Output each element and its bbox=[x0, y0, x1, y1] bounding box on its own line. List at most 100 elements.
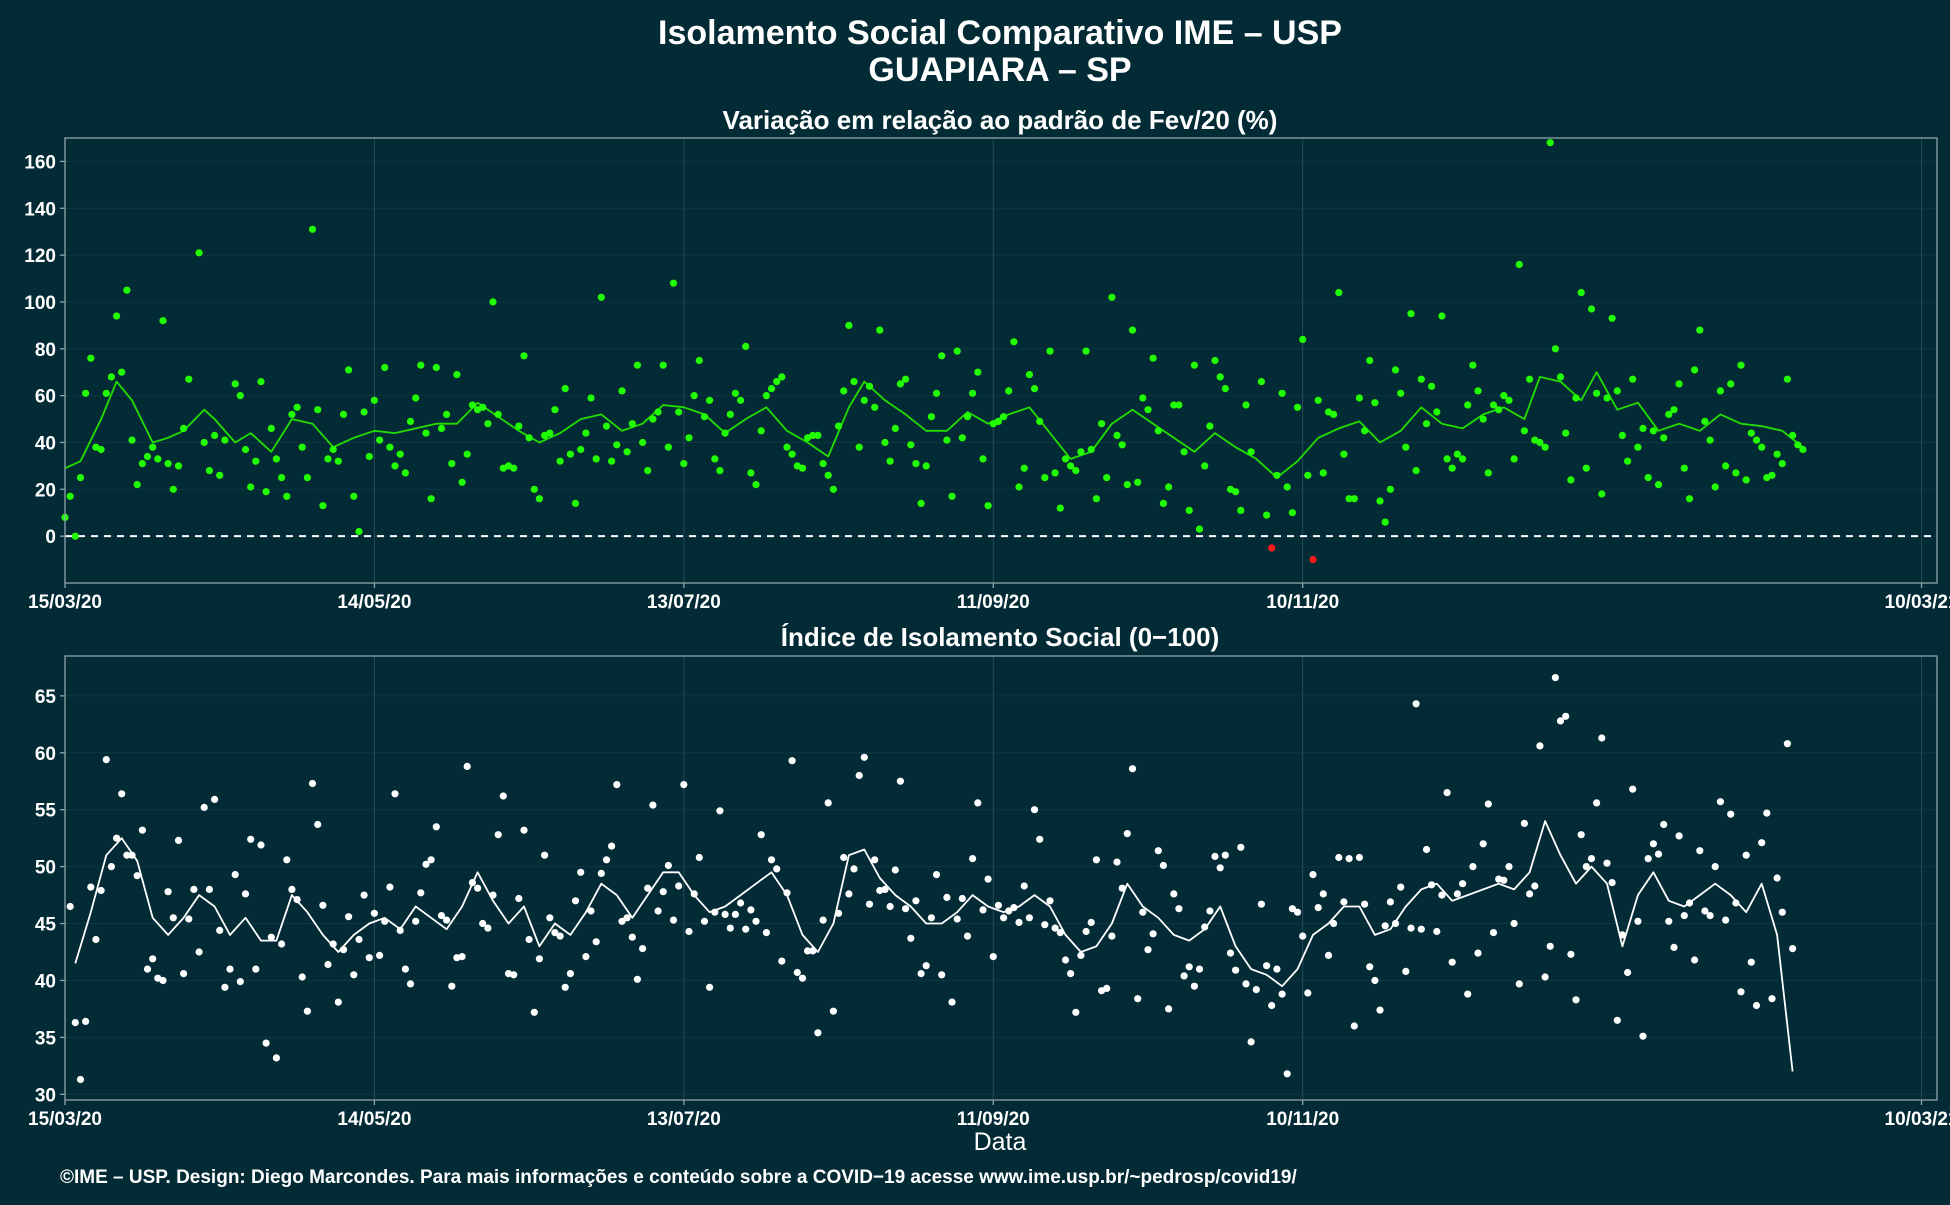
top-data-point bbox=[128, 436, 136, 444]
bottom-data-point bbox=[1000, 914, 1008, 922]
bottom-data-point bbox=[1185, 963, 1193, 971]
bottom-data-point bbox=[138, 826, 146, 834]
top-data-point bbox=[1350, 495, 1358, 503]
top-data-point bbox=[257, 378, 265, 386]
top-data-point bbox=[1654, 481, 1663, 489]
top-data-point bbox=[618, 387, 626, 395]
bottom-data-point bbox=[845, 890, 853, 898]
top-data-point bbox=[107, 373, 115, 381]
top-data-point bbox=[649, 415, 657, 423]
bottom-data-point bbox=[1402, 967, 1410, 976]
bottom-data-point bbox=[1113, 858, 1121, 866]
bottom-data-point bbox=[1716, 798, 1724, 806]
top-data-point bbox=[1036, 417, 1044, 425]
bottom-data-point bbox=[881, 885, 889, 894]
top-data-point bbox=[773, 378, 781, 386]
top-data-point bbox=[427, 495, 435, 503]
top-data-point bbox=[907, 441, 915, 449]
bottom-data-point bbox=[1268, 1001, 1276, 1010]
bottom-data-point bbox=[1711, 863, 1719, 871]
top-data-point bbox=[1428, 382, 1436, 390]
top-data-point bbox=[401, 469, 409, 477]
bottom-data-point bbox=[1046, 897, 1054, 905]
top-data-point bbox=[1371, 399, 1379, 407]
top-data-point bbox=[546, 429, 554, 437]
top-data-point bbox=[1438, 312, 1446, 320]
top-data-point bbox=[963, 413, 972, 421]
top-data-point bbox=[1593, 389, 1601, 397]
top-data-point bbox=[494, 410, 502, 418]
bottom-data-point bbox=[324, 960, 332, 969]
bottom-data-point bbox=[731, 910, 740, 919]
bottom-data-point bbox=[510, 971, 518, 979]
bottom-data-point bbox=[1139, 908, 1147, 916]
top-data-point bbox=[247, 483, 255, 491]
top-data-point bbox=[1000, 413, 1008, 421]
bottom-data-point bbox=[1036, 835, 1044, 843]
top-data-point bbox=[1046, 347, 1054, 355]
bottom-data-point bbox=[1015, 918, 1023, 927]
top-data-point bbox=[1737, 361, 1745, 369]
bottom-data-point bbox=[216, 926, 224, 935]
top-data-point bbox=[927, 413, 936, 421]
bottom-data-point bbox=[262, 1039, 270, 1047]
top-data-point bbox=[422, 429, 430, 437]
top-data-point bbox=[1624, 457, 1632, 465]
bottom-data-point bbox=[623, 914, 631, 922]
bottom-data-point bbox=[1350, 1022, 1358, 1030]
bottom-data-point bbox=[1361, 900, 1369, 908]
top-data-point bbox=[1144, 406, 1152, 414]
bottom-data-point bbox=[943, 893, 951, 902]
bottom-data-point bbox=[829, 1007, 838, 1015]
top-data-point bbox=[1201, 462, 1209, 470]
top-data-point bbox=[886, 457, 894, 465]
top-data-point bbox=[76, 474, 85, 482]
bottom-data-point bbox=[1433, 927, 1441, 936]
top-data-point bbox=[639, 438, 647, 447]
bottom-data-point bbox=[329, 940, 337, 948]
top-data-point bbox=[1268, 544, 1276, 552]
bottom-data-point bbox=[200, 803, 208, 812]
bottom-data-point bbox=[1211, 852, 1219, 861]
top-data-point bbox=[463, 450, 471, 458]
top-x-tick-label: 13/07/20 bbox=[647, 592, 721, 613]
bottom-data-point bbox=[1221, 851, 1229, 859]
bottom-data-point bbox=[1639, 1032, 1647, 1040]
top-data-point bbox=[711, 455, 719, 463]
top-data-point bbox=[1752, 436, 1761, 444]
top-data-point bbox=[680, 460, 688, 468]
top-data-point bbox=[180, 424, 188, 432]
bottom-data-point bbox=[1376, 1006, 1384, 1014]
bottom-data-point bbox=[520, 826, 528, 834]
top-data-point bbox=[824, 471, 832, 479]
top-data-point bbox=[1056, 504, 1064, 512]
bottom-data-point bbox=[448, 982, 456, 990]
top-data-point bbox=[860, 396, 868, 404]
top-data-point bbox=[1660, 434, 1668, 442]
top-data-point bbox=[386, 443, 394, 451]
bottom-data-point bbox=[1371, 976, 1379, 985]
bottom-data-point bbox=[350, 971, 358, 979]
top-data-point bbox=[205, 467, 213, 475]
bottom-data-point bbox=[597, 869, 605, 878]
footer-credits: ©IME – USP. Design: Diego Marcondes. Par… bbox=[60, 1167, 1297, 1188]
bottom-data-point bbox=[283, 856, 291, 864]
bottom-data-point bbox=[489, 891, 497, 899]
top-data-point bbox=[143, 452, 152, 461]
bottom-data-point bbox=[1732, 899, 1740, 907]
bottom-data-point bbox=[1330, 919, 1338, 928]
bottom-data-point bbox=[618, 917, 626, 925]
bottom-data-point bbox=[1170, 890, 1178, 898]
top-data-point bbox=[1221, 385, 1229, 393]
bottom-data-point bbox=[690, 890, 698, 898]
top-data-point bbox=[1206, 422, 1214, 430]
bottom-data-point bbox=[1025, 914, 1033, 922]
top-data-point bbox=[1118, 441, 1126, 449]
bottom-data-point bbox=[298, 973, 306, 981]
top-data-point bbox=[845, 321, 853, 329]
bottom-data-point bbox=[1061, 956, 1070, 964]
bottom-data-point bbox=[128, 851, 136, 859]
top-data-point bbox=[1515, 260, 1523, 269]
bottom-data-point bbox=[205, 885, 213, 894]
